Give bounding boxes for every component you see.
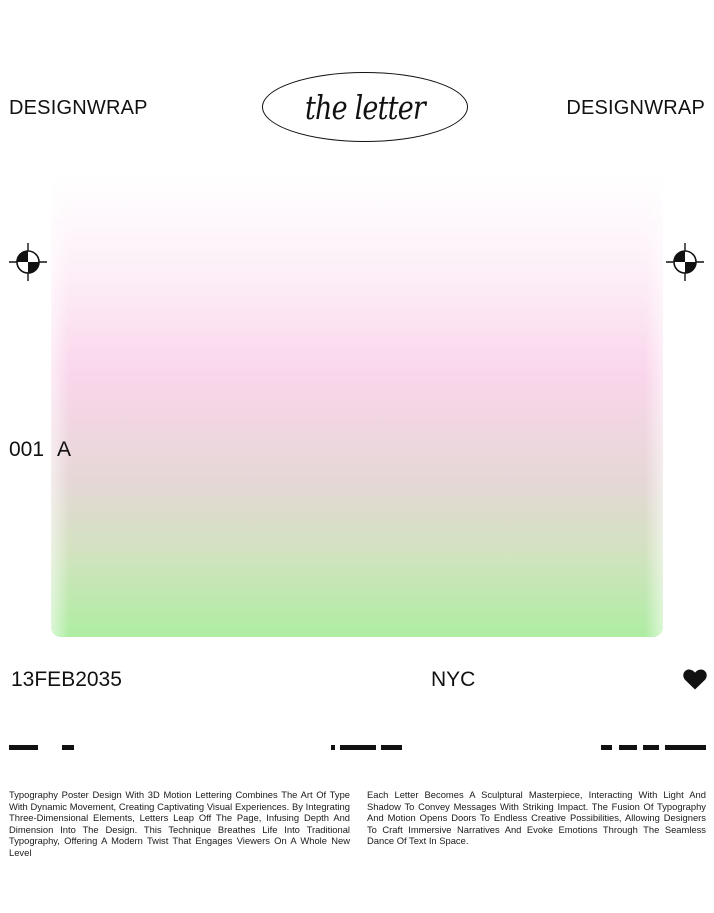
bar <box>331 745 335 750</box>
card-edge-fade <box>51 176 663 637</box>
bar <box>619 745 637 750</box>
bar <box>9 745 38 750</box>
logo-oval <box>262 72 468 142</box>
brand-left: DESIGNWRAP <box>9 97 148 119</box>
bar <box>381 745 402 750</box>
index-letter: A <box>57 438 72 461</box>
bar <box>62 745 74 750</box>
date-label: 13FEB2035 <box>11 668 122 691</box>
city-label: NYC <box>431 668 476 691</box>
brand-right: DESIGNWRAP <box>566 97 705 119</box>
gradient-card <box>51 176 663 637</box>
index-number: 001 <box>9 438 45 461</box>
index-label: 001 A <box>9 438 71 462</box>
bar <box>601 745 612 750</box>
bar <box>340 745 376 750</box>
bar <box>643 745 659 750</box>
description-left: Typography Poster Design With 3D Motion … <box>9 789 350 858</box>
bar <box>665 745 706 750</box>
registration-mark-icon <box>9 243 47 281</box>
description-right: Each Letter Becomes A Sculptural Masterp… <box>367 789 706 847</box>
registration-mark-icon <box>666 243 704 281</box>
heart-icon <box>683 669 707 690</box>
logo-text: the letter <box>304 87 426 127</box>
decorative-bars <box>0 745 714 751</box>
